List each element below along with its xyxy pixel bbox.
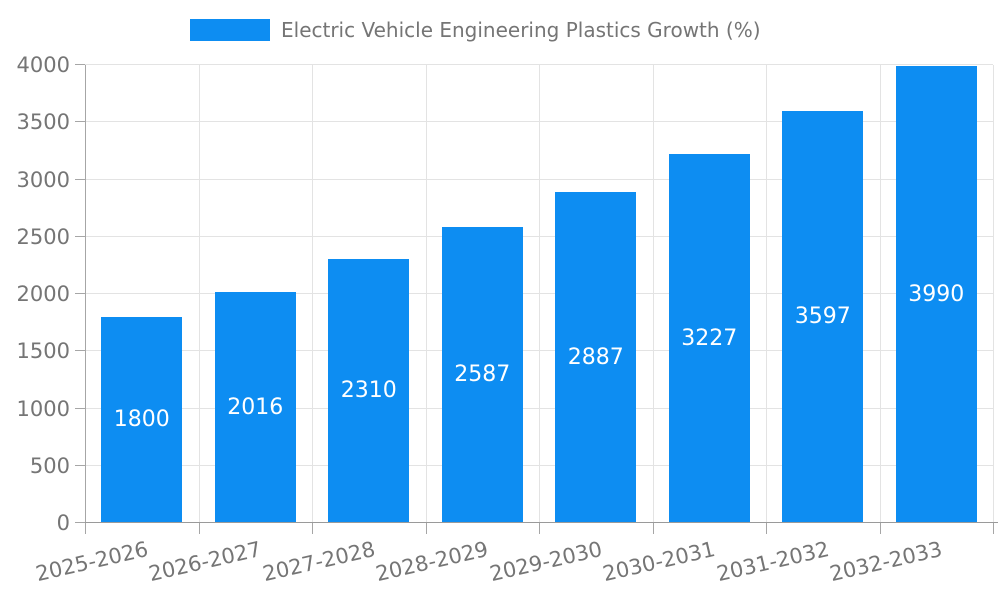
chart-legend[interactable]: Electric Vehicle Engineering Plastics Gr…	[190, 18, 761, 42]
y-tick-mark	[75, 464, 85, 466]
x-tick-mark	[652, 523, 654, 534]
y-tick-mark	[75, 407, 85, 409]
y-tick-mark	[75, 64, 85, 65]
x-gridline	[652, 65, 654, 523]
x-gridline	[879, 65, 881, 523]
x-tick-mark	[766, 523, 767, 534]
bar[interactable]: 3227	[668, 154, 750, 523]
bar[interactable]: 3990	[895, 66, 977, 523]
y-tick-mark	[75, 235, 85, 237]
x-gridline	[539, 65, 540, 523]
x-tick-mark	[539, 523, 540, 534]
y-tick-label: 1500	[16, 339, 70, 364]
bar-value-label: 2587	[454, 362, 511, 387]
x-tick-mark	[198, 523, 200, 534]
bar-value-label: 3990	[908, 281, 965, 307]
x-tick-mark	[85, 523, 86, 534]
y-tick-mark	[75, 522, 85, 523]
bar-value-label: 1800	[113, 407, 170, 432]
x-gridline	[198, 65, 200, 523]
bar[interactable]: 3597	[782, 111, 864, 523]
bar[interactable]: 2887	[555, 192, 637, 523]
y-tick-label: 3000	[16, 167, 70, 192]
bar-value-label: 2016	[227, 394, 284, 420]
x-tick-mark	[993, 523, 994, 534]
x-gridline	[766, 65, 767, 523]
bar[interactable]: 2310	[328, 259, 410, 523]
y-gridline	[85, 64, 993, 65]
bar[interactable]: 2587	[441, 227, 523, 523]
y-tick-mark	[75, 350, 85, 352]
chart-title: Electric Vehicle Engineering Plastics Gr…	[281, 18, 761, 42]
y-tick-label: 3500	[16, 110, 70, 135]
y-tick-mark	[75, 121, 85, 123]
y-tick-label: 1000	[16, 396, 70, 421]
y-tick-label: 4000	[16, 53, 70, 77]
bar[interactable]: 2016	[214, 292, 296, 523]
bar-value-label: 3227	[681, 325, 738, 351]
x-gridline	[312, 65, 313, 523]
y-tick-mark	[75, 293, 85, 294]
x-gridline	[425, 65, 427, 523]
y-tick-label: 500	[29, 453, 70, 478]
bar-value-label: 2310	[340, 378, 397, 403]
bar[interactable]: 1800	[101, 317, 183, 523]
x-tick-mark	[425, 523, 427, 534]
bar-value-label: 2887	[567, 344, 624, 370]
x-gridline	[993, 65, 994, 523]
y-axis-line	[85, 65, 86, 523]
y-tick-label: 0	[56, 511, 70, 535]
plot-area: 0 500 1000 1500 2000 2500 3000 3500 4000 2025-202…	[17, 53, 998, 586]
y-tick-label: 2500	[16, 224, 70, 249]
x-tick-mark	[312, 523, 313, 534]
y-tick-mark	[75, 178, 85, 180]
legend-swatch[interactable]	[190, 19, 270, 41]
x-tick-mark	[879, 523, 881, 534]
bar-value-label: 3597	[794, 304, 851, 329]
y-tick-label: 2000	[16, 282, 70, 306]
